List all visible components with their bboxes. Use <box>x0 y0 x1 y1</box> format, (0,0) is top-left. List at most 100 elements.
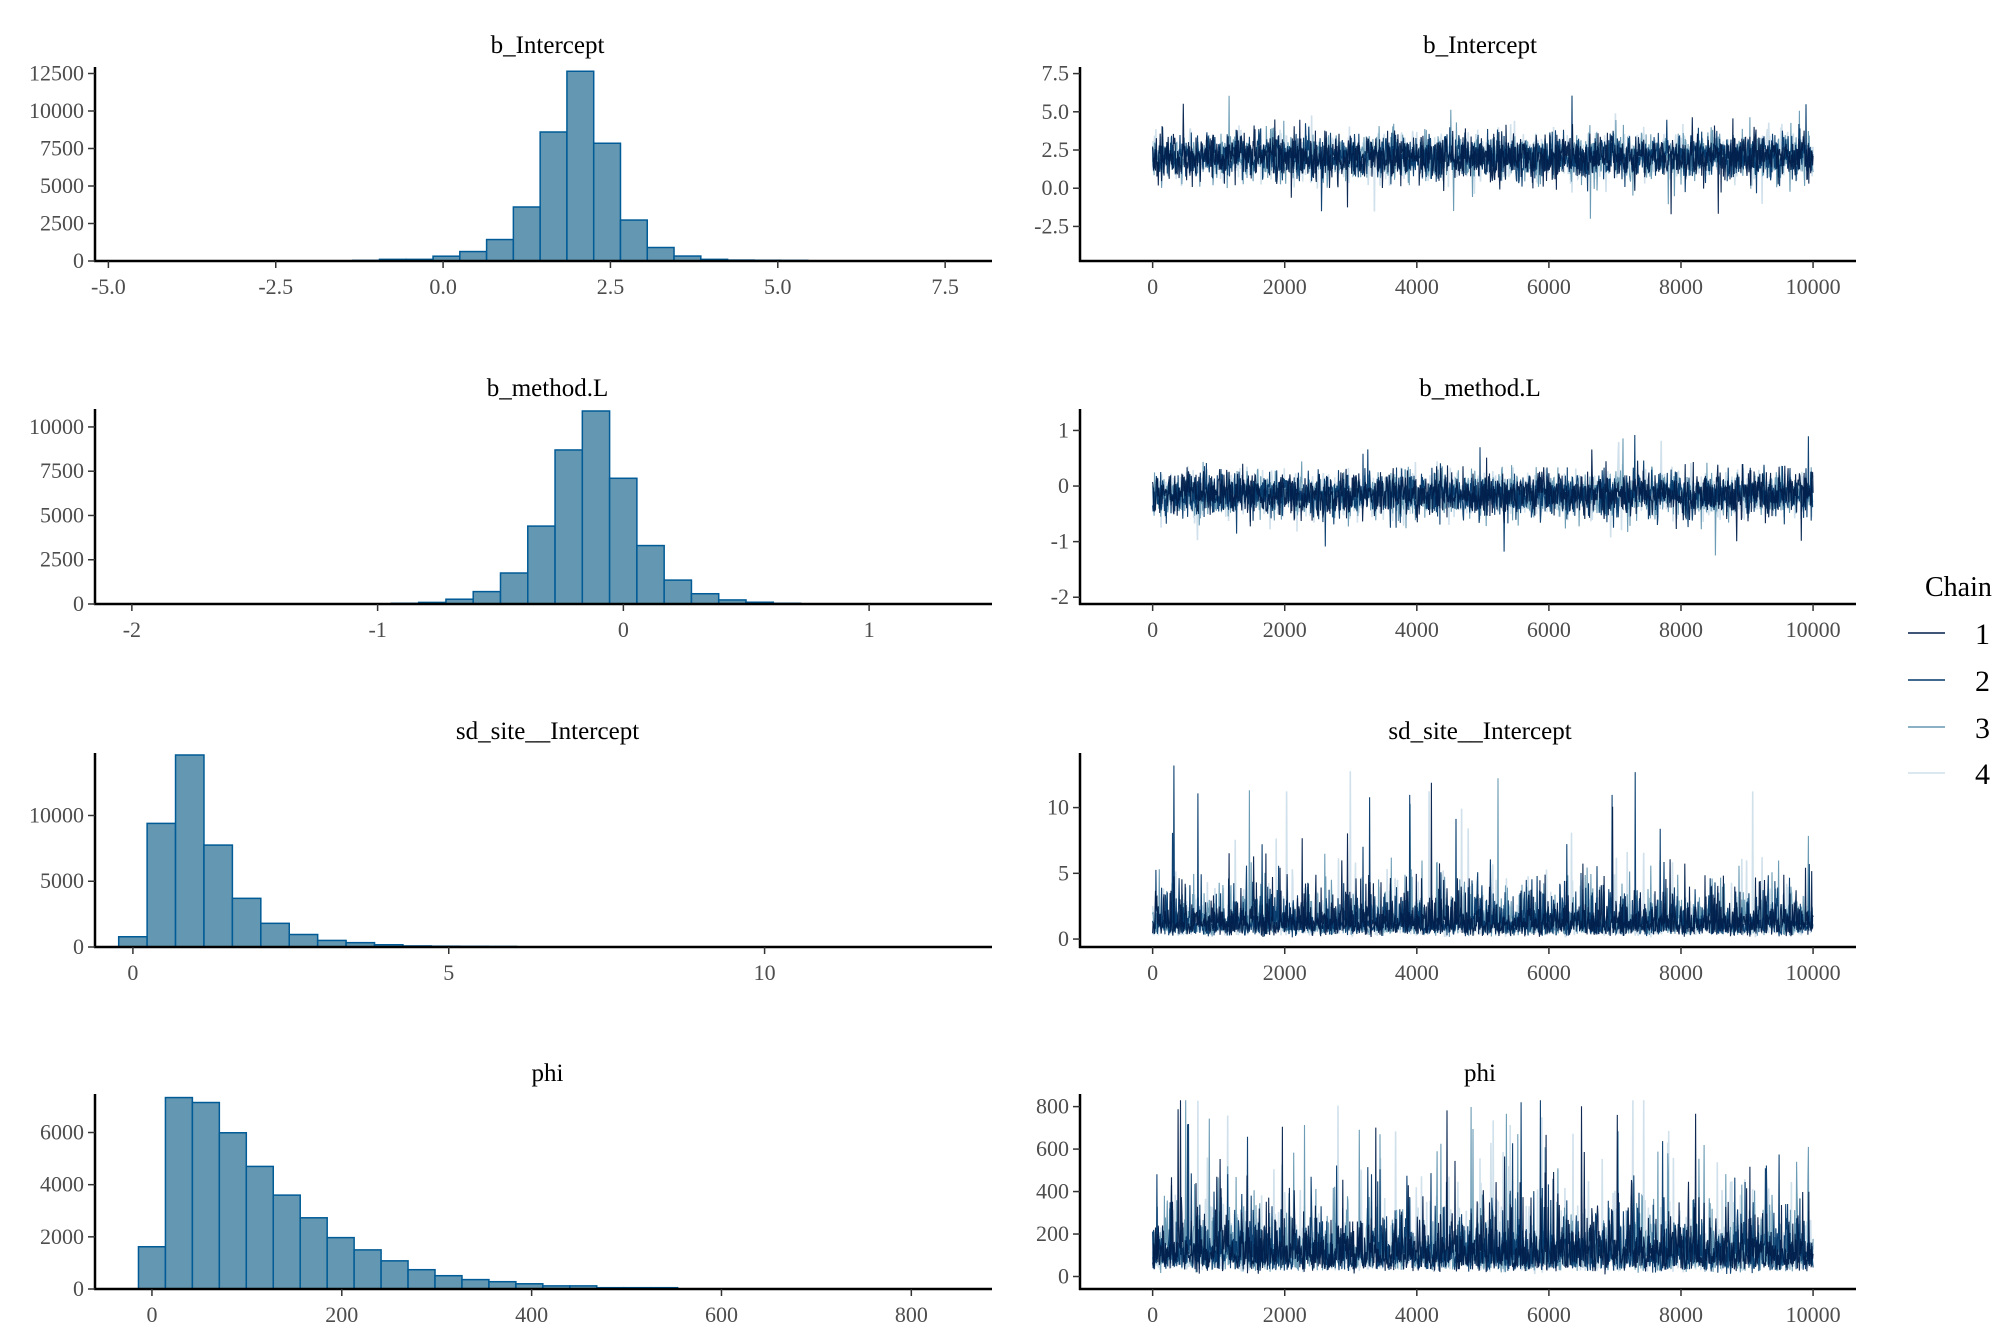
histogram-bar <box>581 410 611 605</box>
trace-line-chain-1 <box>1152 103 1814 215</box>
histogram-bar <box>272 1194 301 1290</box>
histogram-bar <box>608 477 638 605</box>
histogram-x-tick-label: 1 <box>864 617 875 642</box>
histogram-bar <box>353 1249 382 1290</box>
histogram-title: b_method.L <box>487 375 609 402</box>
legend-label: 4 <box>1975 758 1990 791</box>
histogram-x-tick-label: -5.0 <box>91 274 126 299</box>
histogram-bar <box>299 1217 328 1290</box>
trace-lines <box>1151 434 1814 556</box>
histogram-bars <box>117 754 518 948</box>
histogram-y-tick-label: 5000 <box>40 868 84 893</box>
legend-item: 4 <box>1908 758 1990 791</box>
trace-x-tick-label: 2000 <box>1263 1302 1307 1327</box>
histogram-title: phi <box>532 1060 564 1087</box>
histogram-bar <box>407 1268 436 1290</box>
histogram-bar <box>592 142 622 262</box>
histogram-bar <box>646 246 675 262</box>
histogram-y-tick-label: 10000 <box>29 98 84 123</box>
histogram-x-tick-label: 0 <box>618 617 629 642</box>
histogram-bar <box>663 579 693 605</box>
histogram-bar <box>527 525 556 605</box>
legend-item: 3 <box>1908 712 1990 745</box>
histogram-x-tick-label: -1 <box>368 617 386 642</box>
histogram-bar <box>174 754 205 948</box>
trace-panel: sd_site__Intercept 0 2000 4000 6000 8000 10000… <box>1047 718 1856 985</box>
histogram-bar <box>191 1101 221 1290</box>
histogram-y-tick-label: 12500 <box>29 61 84 86</box>
trace-x-tick-label: 2000 <box>1263 960 1307 985</box>
histogram-bar <box>326 1236 355 1290</box>
trace-x-tick-label: 10000 <box>1786 617 1841 642</box>
trace-x-tick-label: 8000 <box>1659 1302 1703 1327</box>
trace-x-tick-label: 6000 <box>1527 617 1571 642</box>
histogram-y-tick-label: 7500 <box>40 136 84 161</box>
trace-x-tick-label: 6000 <box>1527 960 1571 985</box>
histogram-y-tick-label: 7500 <box>40 458 84 483</box>
histogram-y-tick-label: 0 <box>73 934 84 959</box>
trace-y-tick-label: 5 <box>1058 860 1069 885</box>
histogram-panel: b_method.L -2 -1 0 1 0 2500 5000 7500 10000 <box>29 375 992 642</box>
trace-panel: b_Intercept 0 2000 4000 6000 8000 10000 -2.5 0.0… <box>1034 32 1856 299</box>
trace-panel: phi 0 2000 4000 6000 8000 10000 0 200 400 600 800 <box>1036 1060 1856 1327</box>
histogram-panel: phi 0 200 400 600 800 0 2000 4000 6000 <box>40 1060 992 1327</box>
histogram-bar <box>137 1245 167 1290</box>
trace-lines <box>1151 1100 1814 1275</box>
histogram-bar <box>539 131 568 262</box>
histogram-y-tick-label: 6000 <box>40 1120 84 1145</box>
histogram-bar <box>512 206 541 262</box>
histogram-bar <box>231 897 262 948</box>
histogram-bar <box>260 922 290 948</box>
trace-x-tick-label: 0 <box>1147 1302 1158 1327</box>
histogram-x-tick-label: 0 <box>127 960 138 985</box>
histogram-panel: sd_site__Intercept 0 5 10 0 5000 10000 <box>29 718 992 985</box>
histogram-x-tick-label: 10 <box>754 960 776 985</box>
trace-y-tick-label: -1 <box>1051 529 1069 554</box>
histogram-bar <box>499 572 529 605</box>
legend-label: 1 <box>1975 618 1990 651</box>
histogram-title: sd_site__Intercept <box>456 718 639 745</box>
trace-y-tick-label: 600 <box>1036 1136 1069 1161</box>
trace-line-chain-1 <box>1152 1100 1814 1275</box>
trace-y-tick-label: 1 <box>1058 417 1069 442</box>
histogram-x-tick-label: 5 <box>443 960 454 985</box>
histogram-bar <box>459 250 488 262</box>
histogram-x-tick-label: 5.0 <box>764 274 792 299</box>
trace-title: b_method.L <box>1419 375 1541 402</box>
legend-label: 2 <box>1975 665 1990 698</box>
histogram-y-tick-label: 10000 <box>29 414 84 439</box>
trace-x-tick-label: 4000 <box>1395 617 1439 642</box>
trace-y-tick-label: 0 <box>1058 473 1069 498</box>
trace-x-tick-label: 8000 <box>1659 960 1703 985</box>
histogram-bar <box>288 933 319 948</box>
trace-x-tick-label: 4000 <box>1395 274 1439 299</box>
trace-x-tick-label: 0 <box>1147 617 1158 642</box>
trace-y-tick-label: -2.5 <box>1034 213 1069 238</box>
histogram-x-tick-label: 7.5 <box>931 274 959 299</box>
histogram-bar <box>554 449 584 605</box>
trace-x-tick-label: 2000 <box>1263 617 1307 642</box>
trace-x-tick-label: 10000 <box>1786 274 1841 299</box>
histogram-bar <box>690 592 720 605</box>
legend-label: 3 <box>1975 712 1990 745</box>
histogram-bars <box>390 410 802 605</box>
histogram-y-tick-label: 10000 <box>29 802 84 827</box>
histogram-panel: b_Intercept -5.0 -2.5 0.0 2.5 5.0 7.5 0 2500 5000… <box>29 32 992 299</box>
trace-y-tick-label: 0 <box>1058 1264 1069 1289</box>
histogram-y-tick-label: 5000 <box>40 173 84 198</box>
histogram-x-tick-label: 200 <box>325 1302 358 1327</box>
histogram-panels: b_Intercept-5.0 -2.5 0.0 2.5 5.0 7.5025005000… <box>29 32 992 1327</box>
trace-x-tick-label: 2000 <box>1263 274 1307 299</box>
trace-line-chain-1 <box>1152 782 1814 938</box>
trace-y-tick-label: 200 <box>1036 1221 1069 1246</box>
histogram-y-tick-label: 5000 <box>40 502 84 527</box>
histogram-x-tick-label: 600 <box>705 1302 738 1327</box>
trace-x-tick-label: 6000 <box>1527 274 1571 299</box>
trace-lines <box>1151 95 1814 219</box>
histogram-x-tick-label: 0.0 <box>429 274 457 299</box>
histogram-bar <box>434 1274 463 1290</box>
histogram-bars <box>137 1096 679 1290</box>
trace-x-tick-label: 0 <box>1147 960 1158 985</box>
